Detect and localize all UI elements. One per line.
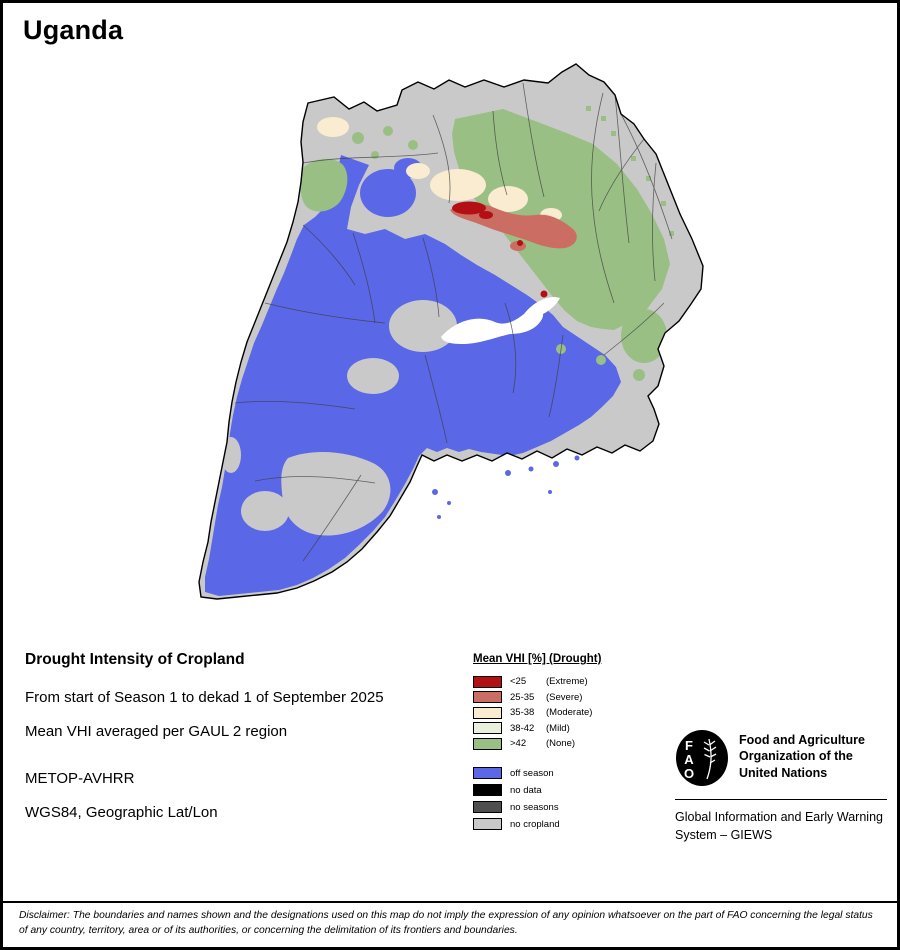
legend-range: 38-42 (510, 722, 535, 734)
wheat-ear-icon (703, 738, 717, 780)
svg-text:O: O (684, 766, 694, 781)
legend-swatch-moderate (473, 706, 502, 719)
fao-divider (675, 799, 887, 800)
legend-title: Mean VHI [%] (Drought) (473, 653, 602, 665)
region-vhi-extreme (452, 201, 548, 298)
legend-drought-group: <25 (Extreme) 25-35 (Severe) 35-38 (Mode… (473, 674, 601, 752)
legend-class-name: no cropland (510, 818, 560, 830)
disclaimer-text: Disclaimer: The boundaries and names sho… (19, 910, 873, 937)
legend-swatch-mild (473, 722, 502, 735)
legend-class-name: (Severe) (546, 691, 583, 703)
lake-kyoga (441, 296, 560, 344)
legend-swatch-off-season (473, 767, 502, 779)
legend-item-no-data: no data (473, 782, 601, 799)
region-vhi-none (300, 106, 674, 381)
legend-class-name: (Mild) (546, 722, 570, 734)
fao-org-name: Food and Agriculture Organization of the… (739, 733, 865, 780)
legend-swatch-no-seasons (473, 801, 502, 813)
legend-swatch-extreme (473, 675, 502, 688)
legend-item-severe: 25-35 (Severe) (473, 690, 601, 706)
legend-swatch-severe (473, 691, 502, 704)
legend-range: 25-35 (510, 691, 535, 703)
legend-range: >42 (510, 738, 527, 750)
legend-item-off-season: off season (473, 765, 601, 782)
legend-class-name: (Moderate) (546, 707, 593, 719)
map-info-method: Mean VHI averaged per GAUL 2 region (25, 723, 288, 740)
legend-swatch-none (473, 737, 502, 750)
map-info-sensor: METOP-AVHRR (25, 770, 135, 787)
legend-item-mild: 38-42 (Mild) (473, 721, 601, 737)
legend-class-name: off season (510, 767, 554, 779)
map-info-heading: Drought Intensity of Cropland (25, 651, 245, 668)
fao-logo-icon: F A O (676, 730, 728, 786)
legend-other-group: off season no data no seasons no croplan… (473, 765, 601, 833)
map-legend: Mean VHI [%] (Drought) <25 (Extreme) 25-… (473, 653, 601, 833)
legend-item-no-cropland: no cropland (473, 816, 601, 833)
district-boundaries (234, 82, 673, 562)
svg-text:A: A (684, 752, 694, 767)
legend-item-extreme: <25 (Extreme) (473, 674, 601, 690)
legend-item-none: >42 (None) (473, 736, 601, 752)
giews-label: Global Information and Early Warning Sys… (675, 810, 883, 842)
legend-class-name: (Extreme) (546, 676, 588, 688)
map-info-period: From start of Season 1 to dekad 1 of Sep… (25, 689, 384, 706)
legend-class-name: no data (510, 784, 542, 796)
svg-text:F: F (685, 738, 693, 753)
legend-swatch-no-cropland (473, 818, 502, 830)
map-info-projection: WGS84, Geographic Lat/Lon (25, 804, 218, 821)
legend-item-no-seasons: no seasons (473, 799, 601, 816)
lake-victoria-islands (432, 455, 580, 519)
footer: Disclaimer: The boundaries and names sho… (3, 901, 897, 947)
map-info: Drought Intensity of Cropland From start… (25, 651, 384, 838)
legend-class-name: (None) (546, 738, 576, 750)
legend-range: 35-38 (510, 707, 535, 719)
uganda-drought-map (198, 63, 704, 600)
page-title: Uganda (23, 15, 124, 45)
legend-swatch-no-data (473, 784, 502, 796)
fao-block: F A O Food and Agriculture Organization … (675, 729, 887, 844)
region-vhi-moderate (317, 117, 562, 222)
legend-item-moderate: 35-38 (Moderate) (473, 705, 601, 721)
legend-class-name: no seasons (510, 801, 559, 813)
country-boundary (198, 63, 704, 600)
legend-range: <25 (510, 676, 527, 688)
